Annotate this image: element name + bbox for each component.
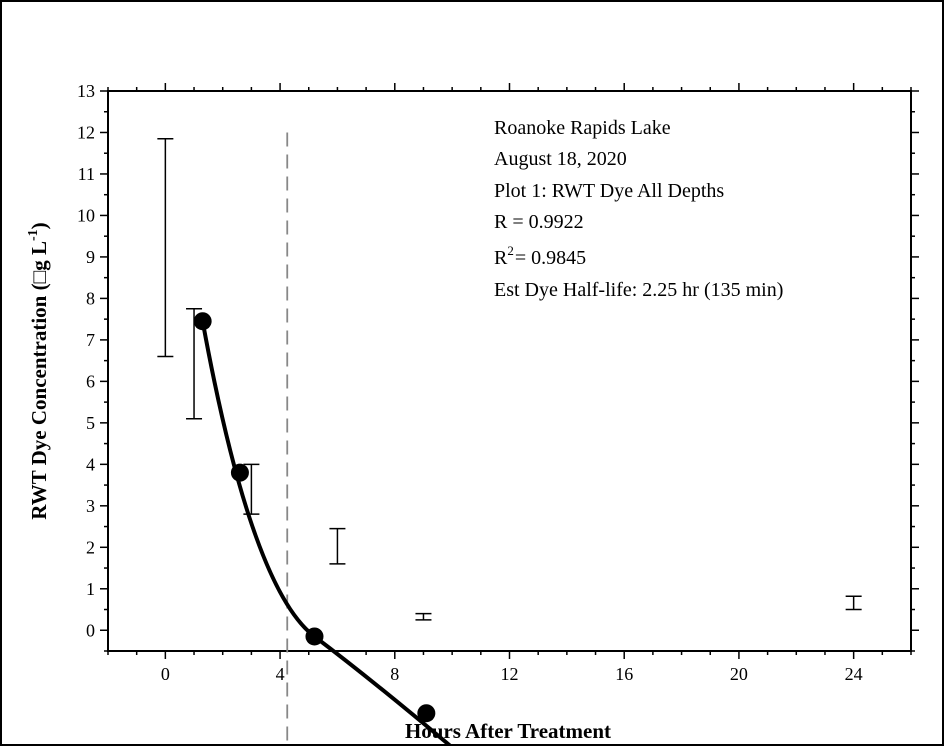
y-tick-label: 13 xyxy=(77,81,95,101)
data-point xyxy=(193,312,212,331)
annotation-line-4: R = 0.9922 xyxy=(494,211,584,233)
y-tick-label: 3 xyxy=(86,496,95,516)
x-tick-label: 8 xyxy=(390,664,399,684)
y-tick-label: 2 xyxy=(86,537,95,557)
y-axis-label: RWT Dye Concentration (□g L-1) xyxy=(26,222,51,519)
x-tick-label: 12 xyxy=(501,664,519,684)
y-tick-label: 12 xyxy=(77,122,95,142)
fit-curve xyxy=(200,320,452,744)
data-point xyxy=(417,704,436,723)
data-point xyxy=(230,463,249,482)
annotation-line-1: Roanoke Rapids Lake xyxy=(494,117,671,139)
data-point xyxy=(305,627,324,646)
x-tick-label: 20 xyxy=(730,664,748,684)
x-tick-label: 4 xyxy=(276,664,285,684)
x-tick-label: 0 xyxy=(161,664,170,684)
y-tick-label: 9 xyxy=(86,247,95,267)
annotation-line-3: Plot 1: RWT Dye All Depths xyxy=(494,180,724,202)
y-tick-label: 1 xyxy=(86,579,95,599)
annotation-r-squared: R2= 0.9845 xyxy=(494,243,586,269)
annotation-line-2: August 18, 2020 xyxy=(494,148,627,170)
y-tick-label: 5 xyxy=(86,413,95,433)
y-tick-label: 6 xyxy=(86,371,95,391)
x-tick-label: 24 xyxy=(845,664,863,684)
y-tick-label: 10 xyxy=(77,205,95,225)
y-tick-label: 4 xyxy=(86,454,95,474)
x-axis-label: Hours After Treatment xyxy=(405,719,611,743)
annotation-half-life: Est Dye Half-life: 2.25 hr (135 min) xyxy=(494,279,783,301)
y-tick-label: 8 xyxy=(86,288,95,308)
y-tick-label: 11 xyxy=(78,164,95,184)
plot-area-border xyxy=(107,90,912,652)
x-tick-label: 16 xyxy=(615,664,633,684)
y-tick-label: 7 xyxy=(86,330,95,350)
y-tick-label: 0 xyxy=(86,620,95,640)
